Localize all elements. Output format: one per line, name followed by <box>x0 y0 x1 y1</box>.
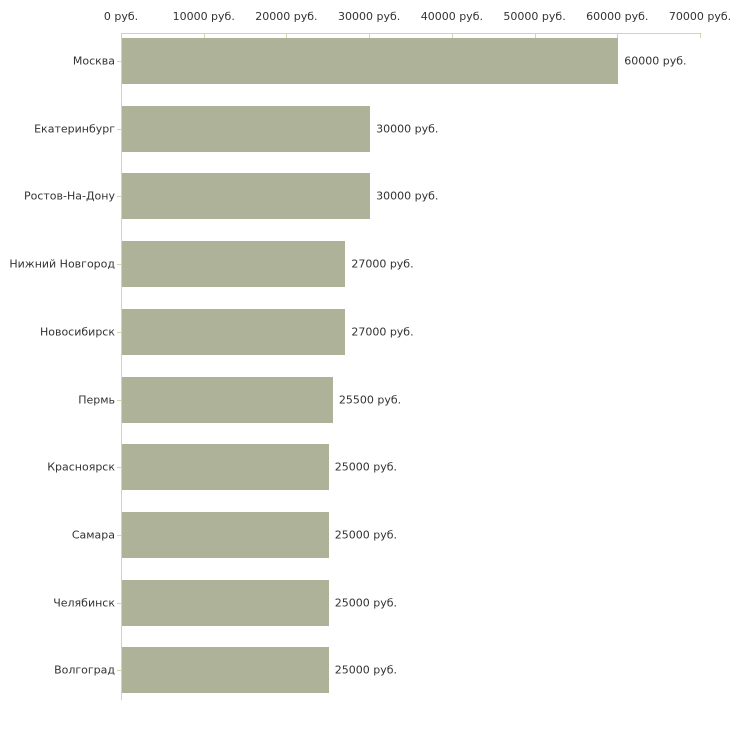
category-tick <box>117 61 121 62</box>
value-label: 25000 руб. <box>334 460 398 474</box>
value-label: 30000 руб. <box>376 122 439 136</box>
x-tick-label: 30000 руб. <box>338 10 401 23</box>
category-label: Новосибирск <box>39 325 115 339</box>
x-tick-label: 40000 руб. <box>420 10 483 23</box>
value-label: 27000 руб. <box>351 325 414 339</box>
bar <box>122 105 371 152</box>
value-label: 25000 руб. <box>334 663 398 677</box>
category-tick <box>117 670 121 672</box>
bar <box>122 376 333 423</box>
category-tick <box>117 128 121 130</box>
category-label: Пермь <box>78 393 115 406</box>
x-tick <box>203 34 205 38</box>
category-tick <box>117 331 121 333</box>
bar <box>122 444 329 491</box>
category-label: Челябинск <box>53 596 115 610</box>
bar <box>122 173 371 220</box>
category-label: Москва <box>72 54 115 68</box>
x-tick-label: 60000 руб. <box>586 10 649 23</box>
category-tick <box>117 399 121 401</box>
x-axis-line <box>121 33 701 34</box>
bar <box>122 38 619 84</box>
category-tick <box>117 196 121 198</box>
category-tick <box>117 467 121 469</box>
value-label: 60000 руб. <box>624 54 687 68</box>
x-tick <box>700 34 701 38</box>
category-tick <box>117 602 121 604</box>
value-label: 25000 руб. <box>334 596 398 610</box>
x-tick-label: 0 руб. <box>103 10 139 23</box>
category-label: Екатеринбург <box>34 122 115 136</box>
category-label: Ростов-На-Дону <box>23 189 115 203</box>
bar <box>122 308 346 355</box>
category-tick <box>117 534 121 536</box>
category-label: Нижний Новгород <box>9 257 115 271</box>
y-axis-line <box>121 33 122 700</box>
value-label: 25500 руб. <box>338 393 402 406</box>
x-tick-label: 70000 руб. <box>668 10 730 23</box>
category-label: Красноярск <box>47 460 115 474</box>
value-label: 27000 руб. <box>351 257 414 271</box>
x-tick <box>534 34 536 38</box>
category-tick <box>117 264 121 266</box>
x-tick-label: 50000 руб. <box>503 10 566 23</box>
x-tick-label: 10000 руб. <box>172 10 235 23</box>
value-label: 30000 руб. <box>376 189 439 203</box>
x-tick <box>286 34 288 38</box>
category-label: Волгоград <box>54 663 115 677</box>
bar <box>122 241 346 288</box>
bar <box>122 511 329 558</box>
x-tick <box>369 34 371 38</box>
x-tick <box>617 34 619 38</box>
value-label: 25000 руб. <box>334 528 398 542</box>
x-tick <box>451 34 453 38</box>
bar <box>122 579 329 626</box>
category-label: Самара <box>71 528 115 542</box>
x-tick-label: 20000 руб. <box>255 10 318 23</box>
bar <box>122 647 329 694</box>
